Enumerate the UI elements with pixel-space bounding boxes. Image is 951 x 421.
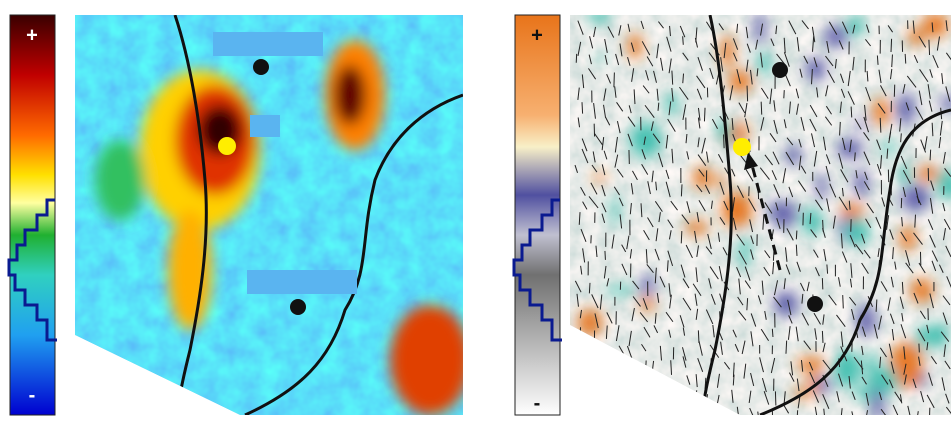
orientation-tick <box>822 331 823 343</box>
texture-blob <box>721 192 752 227</box>
texture-blob <box>873 98 890 126</box>
highlight-marker <box>218 137 236 155</box>
orientation-tick <box>747 86 748 102</box>
orientation-tick <box>877 56 878 65</box>
orientation-tick <box>681 184 682 196</box>
well-marker <box>290 299 306 315</box>
orientation-tick <box>786 341 787 354</box>
texture-blob <box>721 35 735 69</box>
texture-blob <box>910 278 933 302</box>
texture-blob <box>891 342 923 377</box>
orientation-tick <box>880 118 881 133</box>
figure: + - + - <box>0 0 951 421</box>
texture-blob <box>898 93 915 126</box>
map <box>75 15 470 415</box>
colorbar-top-label: + <box>26 24 38 46</box>
texture-blob <box>693 167 713 189</box>
orientation-tick <box>683 36 684 45</box>
texture-blob <box>900 226 916 251</box>
texture-blob <box>848 14 863 37</box>
texture-blob <box>605 286 634 295</box>
texture-blob <box>596 54 606 62</box>
redaction <box>250 115 280 137</box>
orientation-tick <box>772 329 773 337</box>
texture-blob <box>796 357 826 371</box>
texture-blob <box>908 28 925 46</box>
texture-blob <box>840 203 865 218</box>
orientation-tick <box>582 102 583 113</box>
orientation-tick <box>796 231 797 240</box>
texture-blob <box>774 291 798 317</box>
orientation-tick <box>901 133 902 142</box>
texture-blob <box>922 13 948 38</box>
colorbar-bottom-label: - <box>534 392 541 414</box>
orientation-tick <box>929 40 930 55</box>
orientation-tick <box>589 283 590 294</box>
orientation-tick <box>704 108 705 122</box>
orientation-tick <box>891 39 892 52</box>
texture-blob <box>854 387 874 400</box>
texture-blob <box>594 173 606 183</box>
texture-blob <box>640 275 654 296</box>
redaction <box>213 32 323 56</box>
texture-blob <box>925 323 949 347</box>
texture-blob <box>630 122 662 158</box>
orientation-tick <box>930 150 931 161</box>
redaction <box>247 270 357 294</box>
orientation-tick <box>827 265 828 274</box>
texture-blob <box>856 118 864 133</box>
orientation-tick <box>681 231 682 243</box>
orientation-tick <box>796 245 797 256</box>
orientation-tick <box>905 54 906 64</box>
texture-blob <box>739 235 750 269</box>
texture-blob <box>872 388 884 421</box>
well-marker <box>772 62 788 78</box>
texture-blob <box>834 351 862 387</box>
orientation-tick <box>761 102 762 115</box>
colorbar-top-label: + <box>531 24 543 46</box>
orientation-tick <box>915 215 916 228</box>
texture-blob <box>845 219 869 245</box>
orientation-tick <box>840 122 841 136</box>
well-marker <box>807 296 823 312</box>
orientation-tick <box>698 330 699 343</box>
highlight-marker <box>733 138 751 156</box>
orientation-tick <box>851 107 852 118</box>
orientation-tick <box>724 135 725 149</box>
well-marker <box>253 59 269 75</box>
texture-blob <box>628 33 643 59</box>
orientation-tick <box>843 295 844 308</box>
texture-blob <box>806 57 826 81</box>
texture-blob <box>685 220 708 235</box>
orientation-tick <box>797 410 798 419</box>
texture-blob <box>757 51 770 76</box>
texture-blob <box>665 92 678 116</box>
texture-blob <box>611 194 619 228</box>
colorbar-bottom-label: - <box>29 384 36 406</box>
texture-blob <box>588 8 611 22</box>
texture-blob <box>754 11 765 45</box>
